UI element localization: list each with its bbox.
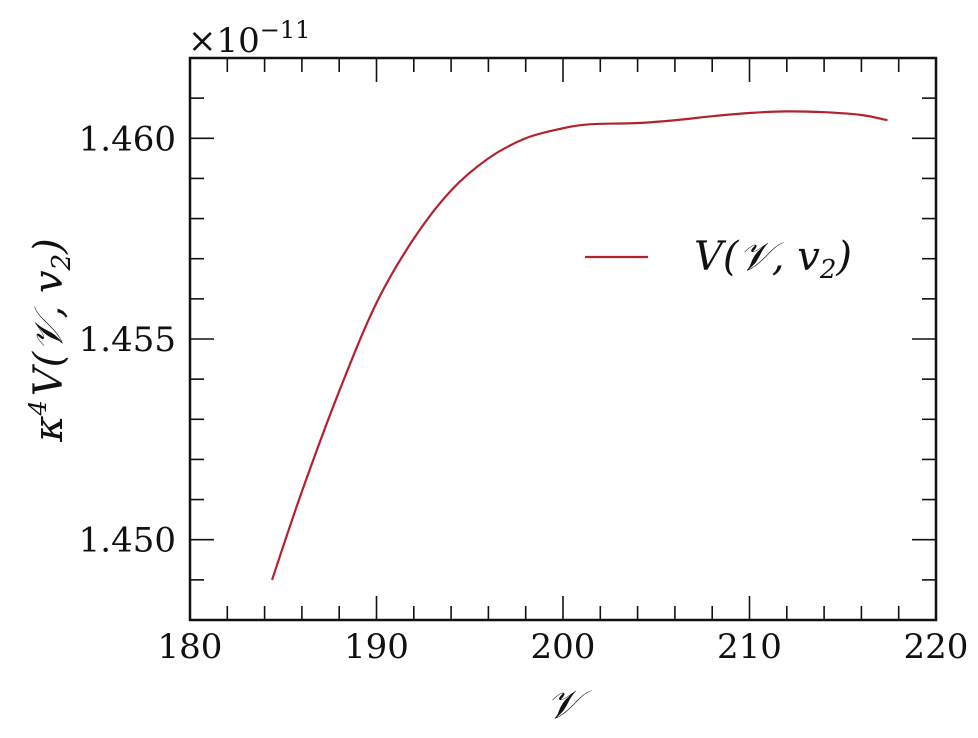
x-tick-label: 220 (904, 627, 969, 667)
legend-entry-label: V(𝒱, v2) (694, 234, 852, 285)
x-tick-label: 180 (158, 627, 223, 667)
y-tick-label: 1.455 (79, 320, 176, 360)
x-tick-label: 200 (531, 627, 596, 667)
ticks-layer (189, 57, 937, 621)
offset-text: ×10−11 (188, 16, 310, 61)
series-line (271, 110, 888, 581)
x-tick-label: 210 (717, 627, 782, 667)
tick-labels-layer: 180 190 200 210 220 1.450 1.455 1.460 (79, 119, 969, 667)
y-tick-label: 1.460 (79, 119, 176, 159)
x-axis-label: 𝒱 (546, 682, 592, 728)
plot-frame (188, 56, 938, 622)
y-axis-label: κ4V(𝒱, v2) (24, 238, 77, 443)
y-tick-label: 1.450 (79, 521, 176, 561)
x-tick-label: 190 (344, 627, 409, 667)
legend: V(𝒱, v2) (585, 234, 852, 285)
